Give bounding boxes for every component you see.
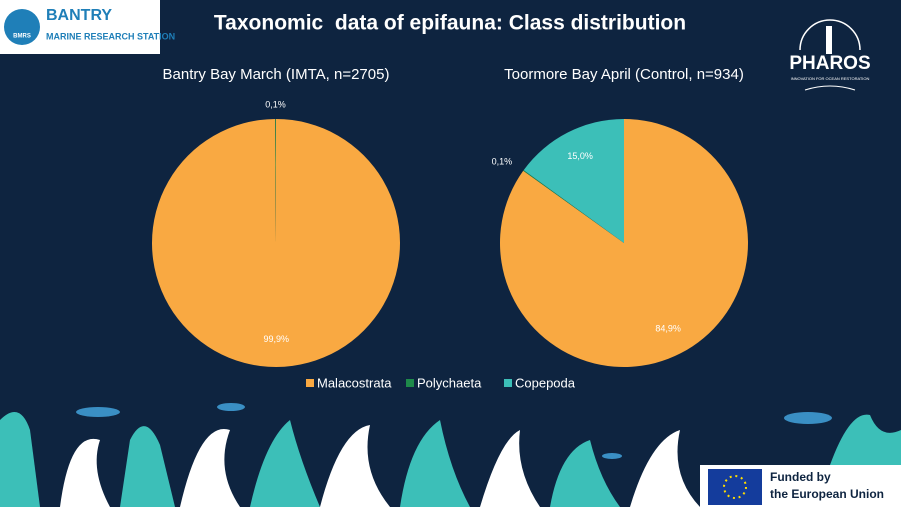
logo-text: BANTRY: [46, 7, 112, 24]
eu-stars: [723, 475, 747, 499]
pharos-arc: [799, 19, 861, 51]
data-label: 15,0%: [567, 151, 593, 161]
eu-text: the European Union: [770, 487, 884, 501]
logo-text: INNOVATION FOR OCEAN RESTORATION: [791, 76, 870, 81]
legend-swatch: [306, 379, 314, 387]
logo-text: BMRS: [13, 34, 31, 40]
pie-slice: [523, 119, 624, 243]
pharos-wave: [804, 85, 856, 91]
eu-flag: [708, 469, 762, 505]
eu-text: Funded by: [770, 470, 831, 484]
pharos-lighthouse: [826, 26, 832, 54]
pie-slice: [151, 119, 400, 367]
coral-decor: [0, 403, 901, 507]
pie-slice: [523, 170, 624, 243]
chart-title: Bantry Bay March (IMTA, n=2705): [163, 66, 390, 83]
legend-swatch: [406, 379, 414, 387]
pie-slice: [275, 119, 276, 243]
legend-label: Copepoda: [515, 375, 576, 390]
data-label: 84,9%: [655, 323, 681, 333]
bantry-logo-icon: [4, 9, 40, 45]
slide-title: Taxonomic data of epifauna: Class distri…: [214, 12, 686, 35]
data-label: 0,1%: [265, 99, 286, 109]
logo-text: PHAROS: [789, 53, 870, 74]
chart-title: Toormore Bay April (Control, n=934): [504, 66, 744, 83]
data-label: 0,1%: [492, 157, 513, 167]
legend-swatch: [504, 379, 512, 387]
legend-label: Malacostrata: [317, 375, 392, 390]
logo-text: MARINE RESEARCH STATION: [46, 31, 175, 41]
legend-label: Polychaeta: [417, 375, 482, 390]
data-label: 99,9%: [264, 334, 290, 344]
